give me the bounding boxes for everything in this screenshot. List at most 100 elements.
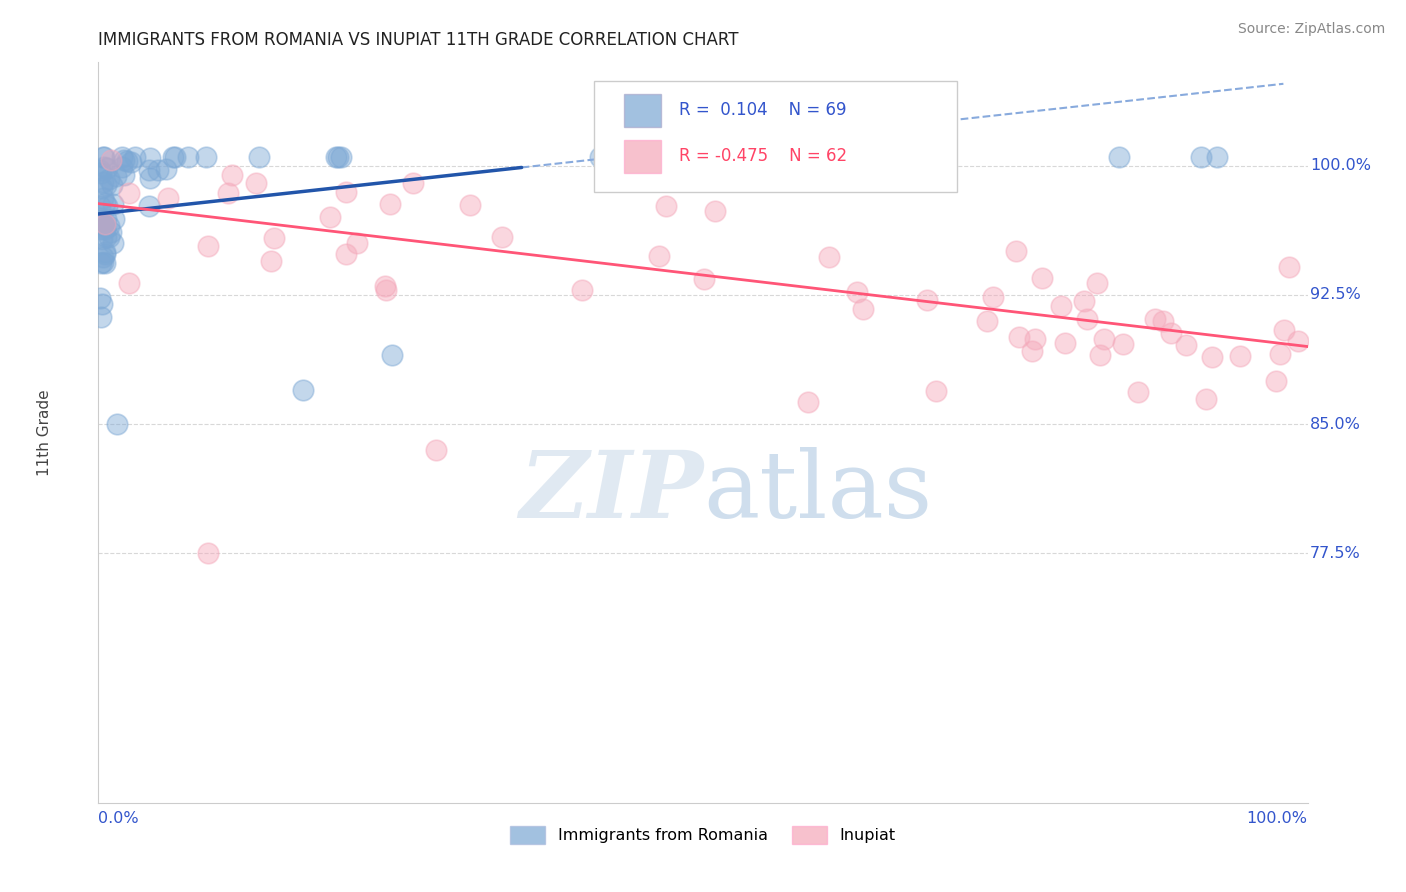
Text: R = -0.475    N = 62: R = -0.475 N = 62 [679,147,846,165]
Point [378,197,401,211]
Point [1004,244,1026,258]
Point [1108,150,1130,164]
Point [90,232,112,246]
Point [162,150,184,164]
Point [221,169,243,183]
Point [177,150,200,164]
Point [335,247,357,261]
Point [101,178,124,192]
Point [138,162,160,177]
Point [1175,338,1198,352]
Point [1050,299,1073,313]
Point [89,213,111,227]
Point [103,211,125,226]
Point [925,384,948,398]
Point [1092,332,1115,346]
Point [1229,350,1251,364]
Point [105,417,128,431]
Point [97,172,120,186]
Point [217,186,239,200]
Point [330,150,353,164]
Point [589,150,612,164]
Point [90,221,112,235]
Point [846,285,869,299]
Text: Source: ZipAtlas.com: Source: ZipAtlas.com [1237,22,1385,37]
Point [319,211,342,225]
Point [93,195,115,210]
Point [89,291,111,305]
Point [98,230,121,244]
Point [197,239,219,253]
Point [105,169,128,183]
Text: ZIP: ZIP [519,447,703,537]
Point [571,283,593,297]
Point [380,348,402,362]
Text: atlas: atlas [703,447,932,537]
Point [1264,374,1286,388]
Point [1270,346,1292,360]
Point [94,245,117,260]
Point [1021,344,1043,359]
Point [91,250,114,264]
Point [1128,385,1150,400]
Point [693,271,716,285]
Point [156,191,179,205]
Point [1160,326,1182,341]
Point [1194,392,1216,406]
Point [163,150,186,164]
Point [797,395,820,409]
Point [89,162,111,177]
Text: 100.0%: 100.0% [1310,158,1371,173]
Point [1189,150,1212,164]
Point [1073,293,1095,308]
Point [891,150,914,164]
Point [100,225,122,239]
Point [704,203,727,218]
Point [917,293,939,307]
Point [91,175,114,189]
Text: 11th Grade: 11th Grade [37,389,52,476]
Point [260,253,283,268]
Point [91,297,114,311]
Point [90,181,112,195]
Point [111,150,134,164]
Point [94,178,117,192]
Text: 92.5%: 92.5% [1310,287,1361,302]
Point [91,150,114,164]
Point [112,153,135,167]
Point [1272,323,1295,337]
Point [328,150,350,164]
Point [1112,337,1135,351]
Point [155,162,177,177]
Point [195,150,218,164]
Point [96,161,118,175]
Legend: Immigrants from Romania, Inupiat: Immigrants from Romania, Inupiat [503,819,903,850]
Point [245,176,267,190]
Point [1008,330,1031,344]
Point [93,217,115,231]
Point [425,442,447,457]
Point [101,197,124,211]
Point [818,250,841,264]
Point [111,160,134,174]
Point [491,230,513,244]
Point [458,198,481,212]
Point [1031,271,1053,285]
Point [197,546,219,560]
Point [89,211,111,225]
Point [94,222,117,236]
Point [94,246,117,260]
Point [112,168,135,182]
Text: IMMIGRANTS FROM ROMANIA VS INUPIAT 11TH GRADE CORRELATION CHART: IMMIGRANTS FROM ROMANIA VS INUPIAT 11TH … [98,31,740,49]
Point [101,236,124,251]
Point [146,163,169,178]
Text: 0.0%: 0.0% [98,812,139,826]
Point [139,171,162,186]
Point [335,185,357,199]
Point [247,150,270,164]
Point [117,154,139,169]
Point [655,199,678,213]
Point [118,276,141,290]
Point [976,313,998,327]
FancyBboxPatch shape [624,94,661,127]
